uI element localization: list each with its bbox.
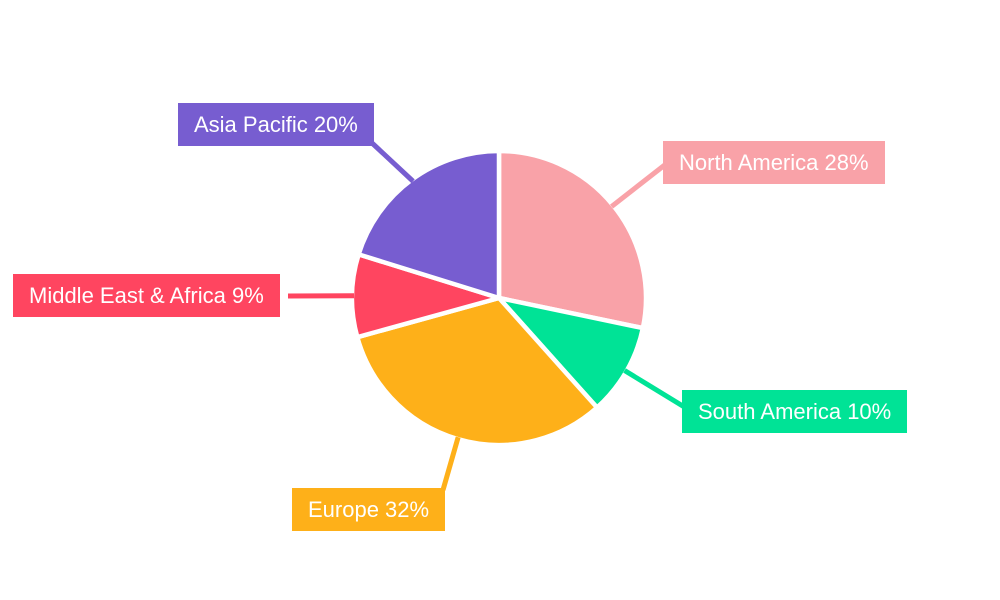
label-north-america: North America 28%: [663, 141, 885, 184]
leader-line-europe: [440, 436, 461, 491]
label-europe-text: Europe 32%: [308, 497, 430, 522]
label-south-america-text: South America 10%: [698, 399, 892, 424]
leader-line-north-america: [610, 162, 668, 209]
label-asia-pacific-text: Asia Pacific 20%: [194, 112, 358, 137]
label-europe: Europe 32%: [292, 488, 446, 531]
label-north-america-text: North America 28%: [679, 150, 869, 175]
leader-line-asia-pacific: [370, 141, 415, 184]
label-south-america: South America 10%: [682, 390, 908, 433]
leader-line-south-america: [623, 368, 688, 411]
label-middle-east-africa-text: Middle East & Africa 9%: [29, 283, 264, 308]
label-middle-east-africa: Middle East & Africa 9%: [13, 274, 280, 317]
label-asia-pacific: Asia Pacific 20%: [178, 103, 374, 146]
